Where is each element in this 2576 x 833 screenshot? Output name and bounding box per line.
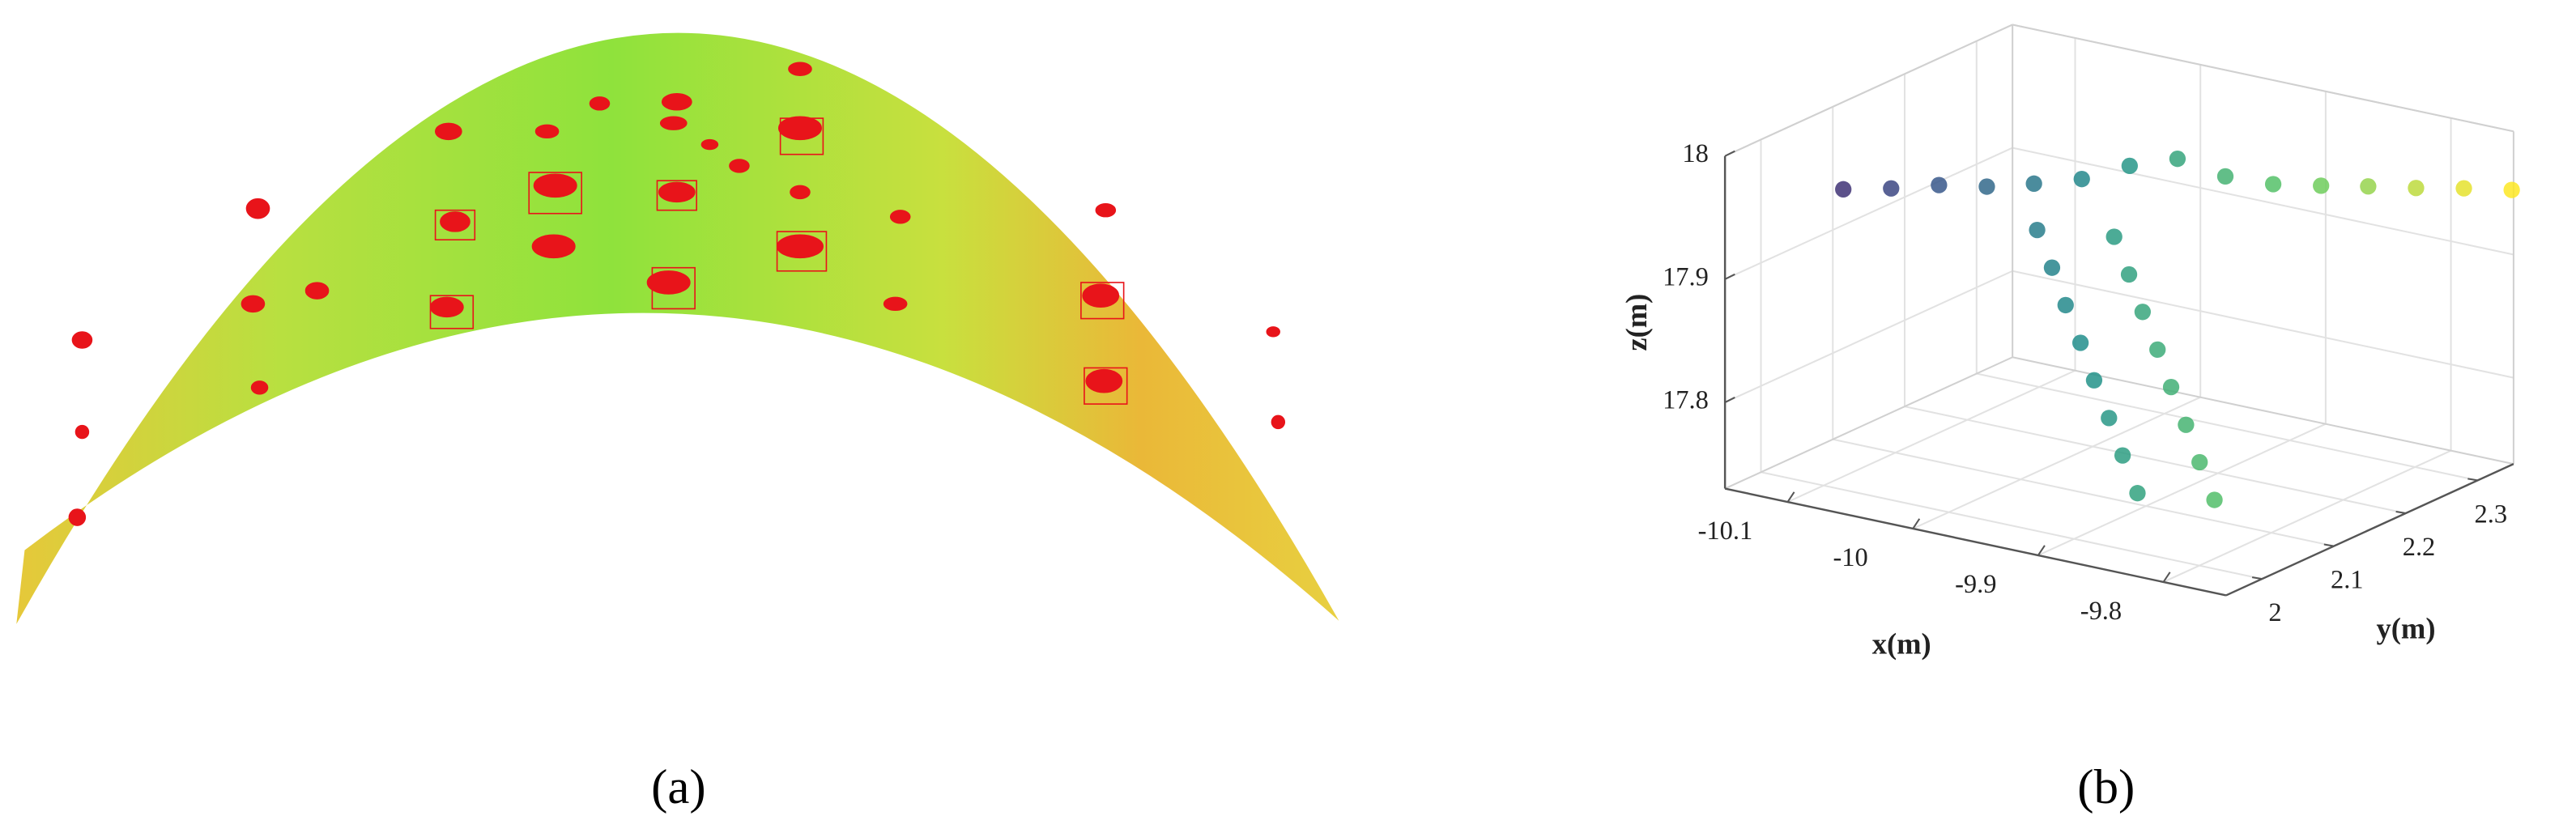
tunnel-surface [16, 32, 1339, 624]
point [1883, 180, 1900, 197]
point [2071, 334, 2089, 351]
panel-label: (b) [2077, 760, 2135, 814]
y-axis-label: y(m) [2377, 611, 2436, 644]
chart-3d: 17.8 17.9 18 -10.1 -10 -9.9 -9.8 2 2.1 2.2 2.3 z(m)… [1620, 23, 2520, 661]
point [2503, 181, 2520, 198]
point [2029, 221, 2046, 239]
point [2057, 296, 2074, 314]
x-axis [1724, 487, 2227, 597]
point [2178, 416, 2195, 433]
y-tick-label: 2.1 [2331, 566, 2364, 595]
panel-label: (a) [651, 760, 706, 814]
point [2129, 485, 2146, 502]
point [1931, 176, 1948, 193]
grid-line [1761, 471, 2263, 580]
point [2206, 491, 2223, 508]
grid-line [1976, 372, 2478, 482]
box-edge [2012, 23, 2514, 133]
x-tick [2037, 545, 2046, 556]
point [2169, 151, 2186, 168]
grid-line [1912, 396, 2201, 529]
z-tick-label: 17.8 [1663, 386, 1709, 415]
y-tick [2323, 543, 2335, 547]
point [2114, 447, 2131, 464]
grid-line [2037, 423, 2327, 556]
point [1835, 181, 1852, 198]
grid-line [2163, 449, 2451, 583]
point [2360, 178, 2377, 195]
grid-line [1833, 438, 2335, 547]
point [2085, 372, 2103, 389]
z-tick [1724, 397, 1735, 403]
z-tick-label: 17.9 [1663, 262, 1709, 291]
point [2162, 378, 2180, 396]
markers [68, 62, 1286, 526]
point [2455, 180, 2472, 197]
box-edge [1724, 23, 2013, 157]
point [2313, 177, 2330, 194]
x-tick-label: -9.8 [2080, 597, 2122, 626]
y-tick [2395, 510, 2406, 514]
point [2408, 180, 2425, 197]
y-axis [2225, 463, 2514, 597]
grid-line [2012, 147, 2514, 256]
grid-line [1787, 369, 2076, 503]
z-tick [1724, 150, 1735, 157]
point [2120, 266, 2138, 283]
z-tick [1724, 273, 1735, 280]
point [2073, 171, 2090, 188]
point [2101, 410, 2118, 427]
x-tick [2162, 572, 2171, 583]
z-tick-label: 18 [1682, 139, 1708, 168]
y-tick-label: 2.2 [2403, 533, 2436, 562]
marker-boxes [429, 117, 1128, 405]
y-tick-label: 2 [2268, 598, 2281, 627]
x-tick-label: -9.9 [1955, 570, 1996, 599]
grid-line [1724, 147, 2013, 280]
x-tick [1912, 518, 1921, 529]
grid-line [1724, 270, 2013, 403]
y-tick [2251, 576, 2263, 580]
point [1978, 178, 1995, 195]
point [2264, 176, 2282, 193]
point [2106, 228, 2123, 245]
box-edge [1724, 356, 2013, 490]
point [2121, 157, 2138, 175]
point [2149, 341, 2166, 359]
point [2043, 259, 2061, 276]
x-axis-label: x(m) [1872, 627, 1931, 661]
point [2134, 304, 2151, 321]
point [2216, 168, 2234, 185]
point [2025, 175, 2042, 192]
y-tick-label: 2.3 [2474, 500, 2507, 529]
y-tick [2467, 478, 2478, 482]
grid-line [1904, 406, 2406, 514]
point [2191, 453, 2208, 471]
x-tick [1786, 491, 1795, 503]
x-tick-label: -10 [1833, 543, 1867, 572]
grid-line [2012, 270, 2514, 379]
tunnel-image [16, 32, 1339, 624]
x-tick-label: -10.1 [1698, 516, 1753, 546]
z-axis-label: z(m) [1620, 294, 1653, 351]
